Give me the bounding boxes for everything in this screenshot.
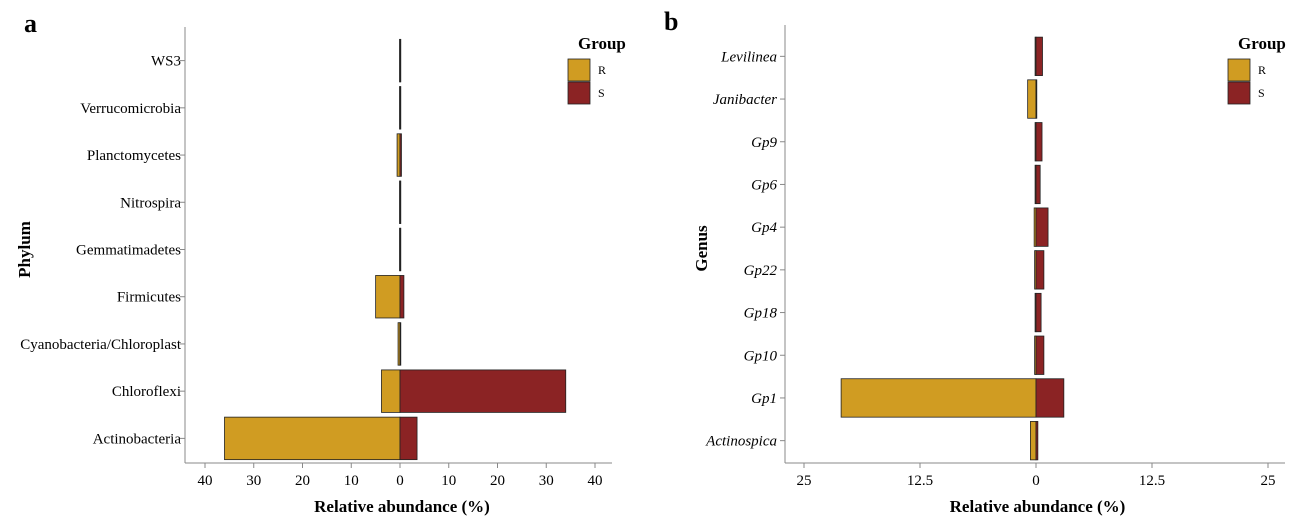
x-tick-label: 10 (441, 473, 456, 489)
category-label: Chloroflexi (112, 384, 181, 400)
x-tick-label: 12.5 (907, 473, 933, 489)
panel-letter-a: a (24, 9, 37, 38)
bar-S (1036, 80, 1037, 118)
x-tick-label: 30 (246, 473, 261, 489)
x-axis-title: Relative abundance (%) (314, 497, 490, 516)
x-tick-label: 0 (396, 473, 404, 489)
bar-S (1036, 336, 1044, 374)
category-label: Gp9 (751, 135, 777, 151)
x-tick-label: 20 (490, 473, 505, 489)
bar-S (400, 323, 401, 366)
x-tick-label: 0 (1032, 473, 1040, 489)
bar-R (1028, 80, 1036, 118)
bar-S (400, 87, 401, 130)
x-tick-label: 12.5 (1139, 473, 1165, 489)
legend-key-R (1228, 59, 1250, 81)
legend-key-S (1228, 82, 1250, 104)
bar-S (1036, 251, 1044, 289)
bar-R (841, 379, 1036, 417)
x-tick-label: 20 (295, 473, 310, 489)
category-label: Actinospica (705, 434, 777, 450)
bar-S (1036, 293, 1041, 331)
bar-S (1036, 37, 1042, 75)
legend-title: Group (578, 34, 626, 53)
x-tick-label: 40 (198, 473, 213, 489)
bar-S (1036, 421, 1038, 459)
legend-title: Group (1238, 34, 1286, 53)
category-label: Gp6 (751, 177, 777, 193)
y-axis-title: Genus (692, 225, 711, 272)
bar-S (1036, 165, 1040, 203)
category-label: Janibacter (713, 92, 777, 108)
legend-label-R: R (598, 63, 606, 77)
category-label: Nitrospira (120, 195, 181, 211)
bar-S (1036, 379, 1064, 417)
bar-S (400, 417, 417, 460)
x-tick-label: 25 (797, 473, 812, 489)
category-label: WS3 (151, 54, 181, 70)
y-axis-title: Phylum (15, 221, 34, 278)
bar-R (225, 417, 401, 460)
bar-S (400, 39, 401, 82)
category-label: Gp10 (744, 348, 778, 364)
bar-S (1036, 123, 1042, 161)
legend-label-S: S (598, 86, 605, 100)
category-label: Firmicutes (117, 290, 181, 306)
chart-panel-a: 40 30 20 10 0 10 20 30 40 Actinobacteria Chlorofle… (15, 27, 626, 516)
legend-label-R: R (1258, 63, 1266, 77)
x-tick-label: 10 (344, 473, 359, 489)
x-tick-label: 25 (1261, 473, 1276, 489)
legend-key-R (568, 59, 590, 81)
category-label: Levilinea (720, 49, 777, 65)
bar-S (400, 181, 401, 224)
panel-letter-b: b (664, 7, 678, 36)
category-label: Gp22 (744, 263, 778, 279)
x-tick-label: 30 (539, 473, 554, 489)
bar-S (400, 228, 401, 271)
category-label: Actinobacteria (93, 431, 182, 447)
x-tick-label: 40 (588, 473, 603, 489)
x-axis-title: Relative abundance (%) (950, 497, 1126, 516)
chart-panel-b: 25 12.5 0 12.5 25 Actinospica Gp1 Gp10 Gp18 Gp22 G… (692, 25, 1286, 516)
category-label: Gp1 (751, 391, 777, 407)
legend-key-S (568, 82, 590, 104)
bar-R (376, 275, 400, 318)
bar-R (1030, 421, 1036, 459)
category-label: Cyanobacteria/Chloroplast (20, 337, 182, 353)
bar-S (400, 275, 404, 318)
legend-label-S: S (1258, 86, 1265, 100)
category-label: Gp18 (744, 306, 778, 322)
bar-R (381, 370, 400, 413)
category-label: Planctomycetes (87, 148, 181, 164)
bar-S (1036, 208, 1048, 246)
bar-S (400, 134, 401, 177)
bar-R (397, 134, 400, 177)
category-label: Verrucomicrobia (80, 101, 181, 117)
bar-S (400, 370, 566, 413)
category-label: Gp4 (751, 220, 777, 236)
category-label: Gemmatimadetes (76, 243, 181, 259)
